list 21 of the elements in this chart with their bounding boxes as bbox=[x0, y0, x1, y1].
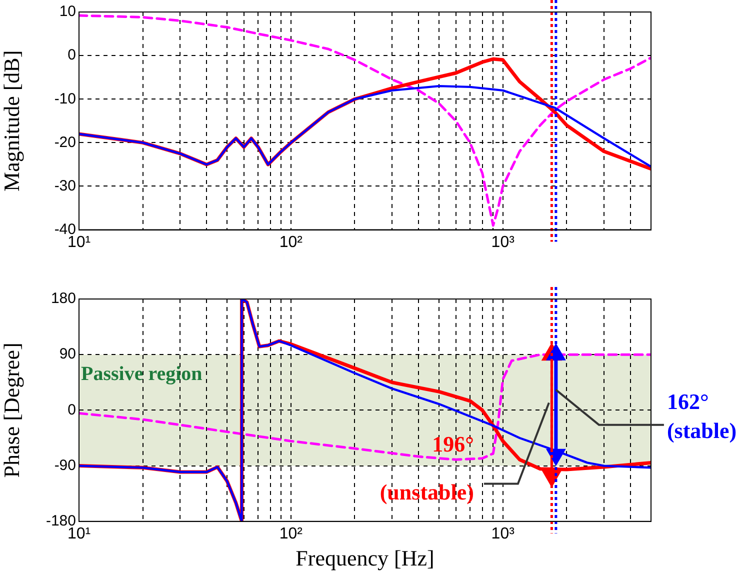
y-tick-label: -10 bbox=[54, 90, 76, 108]
annotation: 162° (stable) bbox=[666, 389, 737, 443]
y-tick-label: -90 bbox=[54, 456, 76, 474]
x-tick-label: 10³ bbox=[491, 525, 516, 542]
y-tick-label: 10 bbox=[59, 3, 76, 20]
y-axis-title: Magnitude [dB] bbox=[0, 50, 24, 192]
y-tick-label: 90 bbox=[59, 346, 76, 363]
x-tick-label: 10¹ bbox=[67, 234, 91, 251]
y-axis-title: Phase [Degree] bbox=[0, 342, 24, 478]
y-tick-label: 180 bbox=[50, 290, 76, 308]
annotation: 196° (unstable) bbox=[380, 431, 474, 504]
x-tick-label: 10³ bbox=[491, 234, 516, 251]
y-tick-label: -20 bbox=[54, 134, 76, 151]
x-axis-title: Frequency [Hz] bbox=[296, 546, 434, 571]
x-tick-label: 10² bbox=[279, 525, 304, 542]
x-tick-label: 10¹ bbox=[67, 525, 91, 542]
x-tick-label: 10² bbox=[279, 234, 304, 251]
y-tick-label: -30 bbox=[54, 177, 76, 194]
y-tick-label: 0 bbox=[68, 46, 76, 64]
y-tick-label: 0 bbox=[68, 401, 76, 418]
band-label: Passive region bbox=[81, 362, 202, 385]
